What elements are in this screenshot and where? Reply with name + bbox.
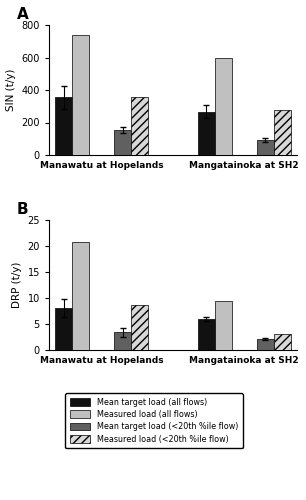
Text: A: A	[17, 8, 28, 22]
Bar	[215, 300, 232, 350]
Bar	[256, 140, 274, 155]
Bar	[114, 130, 131, 155]
Y-axis label: SIN (t/y): SIN (t/y)	[6, 69, 16, 111]
Bar	[114, 332, 131, 350]
Legend: Mean target load (all flows), Measured load (all flows), Mean target load (<20th: Mean target load (all flows), Measured l…	[65, 393, 243, 448]
Bar	[256, 339, 274, 350]
Bar	[215, 58, 232, 155]
Bar	[72, 242, 89, 350]
Bar	[72, 35, 89, 155]
Bar	[131, 98, 148, 155]
Bar	[274, 334, 291, 350]
Bar	[198, 112, 215, 155]
Text: B: B	[17, 202, 28, 218]
Bar	[274, 110, 291, 155]
Bar	[198, 319, 215, 350]
Bar	[55, 308, 72, 350]
Bar	[131, 306, 148, 350]
Y-axis label: DRP (t/y): DRP (t/y)	[12, 262, 22, 308]
Bar	[55, 98, 72, 155]
